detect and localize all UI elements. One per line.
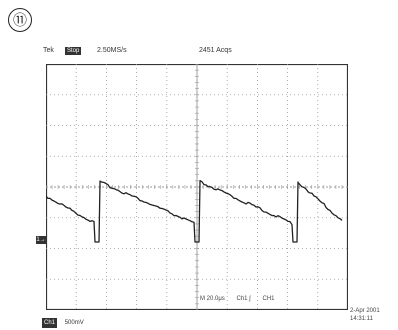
timestamp-time: 14:31:11: [350, 316, 373, 322]
channel-footer: Ch1 500mV: [42, 318, 84, 328]
figure-number-badge: ⑪: [8, 8, 32, 32]
acquisition-count-label: 2451 Acqs: [199, 47, 232, 54]
timestamp-date: 2-Apr 2001: [350, 308, 380, 314]
brand-label: Tek: [43, 47, 54, 54]
timestamp: 2-Apr 2001 14:31:11: [350, 307, 396, 323]
scope-header: Tek Stop 2.50MS/s 2451 Acqs: [43, 45, 378, 57]
scope-display: [46, 64, 348, 310]
horizontal-scale-label: M 20.0μs: [200, 296, 225, 302]
channel-reference-marker: 1→: [36, 236, 46, 244]
channel-scale-label: 500mV: [64, 320, 84, 326]
run-state-badge: Stop: [65, 47, 82, 55]
waveform-trace: [46, 179, 343, 243]
oscilloscope-screen: [46, 64, 348, 310]
measurement-readout: M 20.0μs Ch1 ∫ CH1: [200, 294, 285, 304]
sample-rate-label: 2.50MS/s: [97, 47, 127, 54]
trigger-channel-label: CH1: [262, 296, 275, 302]
channel-badge: Ch1: [42, 318, 58, 328]
trigger-source-label: Ch1 ∫: [236, 296, 251, 302]
